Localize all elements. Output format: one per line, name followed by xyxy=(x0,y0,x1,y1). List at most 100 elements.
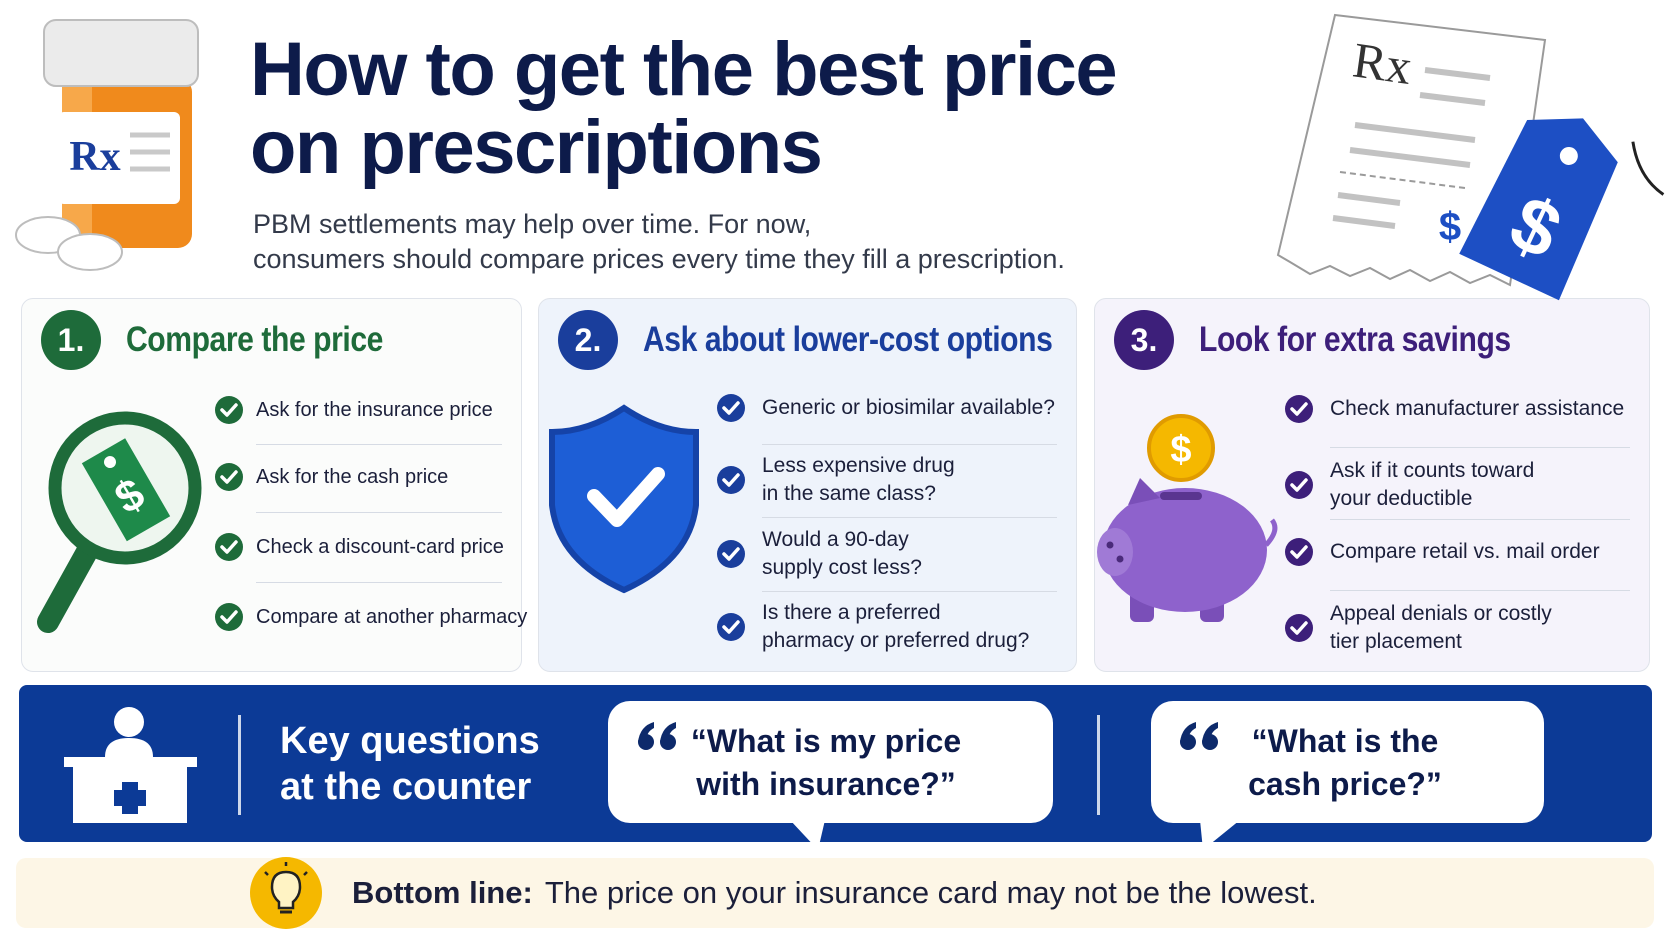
check-icon xyxy=(1285,614,1313,642)
dollar-sign: $ xyxy=(1439,205,1461,249)
price-tag-icon-part xyxy=(1631,141,1665,196)
shield-icon-part xyxy=(549,404,699,594)
piggy-bank-icon-part xyxy=(1160,492,1202,500)
card-item-line: Is there a preferred xyxy=(762,601,941,624)
light-bulb-icon-part xyxy=(303,871,308,876)
magnifier-icon: $ xyxy=(37,411,202,633)
question-line: with insurance?” xyxy=(696,766,956,802)
check-mark xyxy=(220,540,238,554)
check-mark xyxy=(1290,402,1308,416)
check-mark xyxy=(1290,478,1308,492)
item-separator xyxy=(256,512,502,513)
receipt-icon-part xyxy=(1332,215,1396,229)
pill-bottle-icon-part xyxy=(43,19,199,87)
piggy-bank-icon-part xyxy=(1103,488,1267,612)
card-item-line: Compare retail vs. mail order xyxy=(1330,540,1600,563)
quote-mark-part xyxy=(1202,722,1218,742)
receipt-icon-part xyxy=(1339,171,1466,189)
quote-mark-part xyxy=(660,722,676,742)
rx-label: Rx xyxy=(1350,31,1416,95)
question-bubble xyxy=(1151,701,1544,823)
counter-title-line: Key questions xyxy=(280,720,540,762)
card-item-line: Ask for the insurance price xyxy=(256,399,493,421)
check-mark xyxy=(220,403,238,417)
light-bulb-icon xyxy=(250,857,322,929)
check-mark xyxy=(1290,621,1308,635)
receipt-icon-part xyxy=(1354,122,1476,143)
check-circle xyxy=(717,613,745,641)
receipt-icon-part xyxy=(1424,67,1491,81)
card-item-line: your deductible xyxy=(1330,487,1473,510)
card-item-line: Appeal denials or costly xyxy=(1330,602,1552,625)
piggy-bank-icon-part xyxy=(1147,414,1215,482)
check-icon xyxy=(717,540,745,568)
check-circle xyxy=(717,394,745,422)
banner-divider xyxy=(1097,715,1100,815)
card-item-line: Check a discount-card price xyxy=(256,536,504,558)
card-number: 3. xyxy=(1114,310,1174,370)
card-item-line: pharmacy or preferred drug? xyxy=(762,629,1030,652)
quote-mark xyxy=(638,722,676,750)
bubble-tail xyxy=(790,820,825,850)
quote-mark xyxy=(1180,722,1218,750)
light-bulb-icon-part xyxy=(270,870,302,910)
price-tag-icon: $ xyxy=(1459,118,1665,301)
magnifier-icon-part: $ xyxy=(81,438,171,542)
bottom-line-text: The price on your insurance card may not… xyxy=(544,875,1317,910)
pill-bottle-icon-part xyxy=(57,233,123,271)
receipt-icon-part xyxy=(1337,192,1401,206)
bubble-tail xyxy=(1200,820,1240,850)
quote-mark-part xyxy=(638,722,654,742)
bottom-line: Bottom line: The price on your insurance … xyxy=(352,873,1317,913)
card-item-line: Ask if it counts toward xyxy=(1330,459,1535,482)
question-line: “What is my price xyxy=(690,723,962,759)
counter-icon-part xyxy=(114,707,144,737)
check-mark xyxy=(1290,545,1308,559)
counter-icon-part xyxy=(105,738,153,757)
check-circle xyxy=(215,533,243,561)
check-mark xyxy=(220,470,238,484)
price-tag-icon-part xyxy=(1459,118,1618,301)
magnifier-icon-part xyxy=(37,539,99,633)
check-icon xyxy=(215,396,243,424)
check-circle xyxy=(1285,471,1313,499)
check-circle xyxy=(215,463,243,491)
check-mark xyxy=(220,610,238,624)
title-line: on prescriptions xyxy=(250,105,823,190)
check-mark xyxy=(722,620,740,634)
card-item-line: Check manufacturer assistance xyxy=(1330,397,1625,420)
card-title: Look for extra savings xyxy=(1199,320,1511,359)
card-number: 1. xyxy=(41,310,101,370)
receipt-icon-part xyxy=(1349,147,1471,168)
piggy-bank-icon: $ xyxy=(1097,414,1278,622)
counter-icon xyxy=(64,707,197,823)
piggy-bank-icon-part xyxy=(1264,518,1278,547)
card-item-line: Would a 90-day xyxy=(762,528,909,551)
subtitle-line: PBM settlements may help over time. For … xyxy=(253,209,812,239)
check-mark xyxy=(722,473,740,487)
receipt-icon-part xyxy=(1419,92,1486,106)
card-item-line: Generic or biosimilar available? xyxy=(762,396,1055,419)
item-separator xyxy=(256,443,502,445)
piggy-bank-icon-part xyxy=(1116,555,1124,563)
item-separator xyxy=(1330,518,1630,520)
shield-icon xyxy=(549,404,699,594)
check-circle xyxy=(1285,395,1313,423)
item-separator xyxy=(762,517,1057,518)
check-circle xyxy=(717,466,745,494)
piggy-bank-icon-part xyxy=(1128,478,1160,505)
card-item-line: Compare at another pharmacy xyxy=(256,606,528,628)
dollar-sign: $ xyxy=(1170,429,1191,471)
card-title: Ask about lower-cost options xyxy=(643,320,1053,359)
magnifier-icon-part-part xyxy=(104,456,116,469)
subtitle-line: consumers should compare prices every ti… xyxy=(253,244,1065,274)
item-separator xyxy=(1330,590,1630,591)
card-item-line: tier placement xyxy=(1330,630,1462,653)
magnifier-icon-part-part xyxy=(81,438,171,542)
card-number: 2. xyxy=(558,310,618,370)
counter-icon-part xyxy=(114,790,146,806)
price-tag-icon-part xyxy=(1559,146,1578,165)
card-item-line: Less expensive drug xyxy=(762,454,955,477)
item-separator xyxy=(762,444,1057,445)
